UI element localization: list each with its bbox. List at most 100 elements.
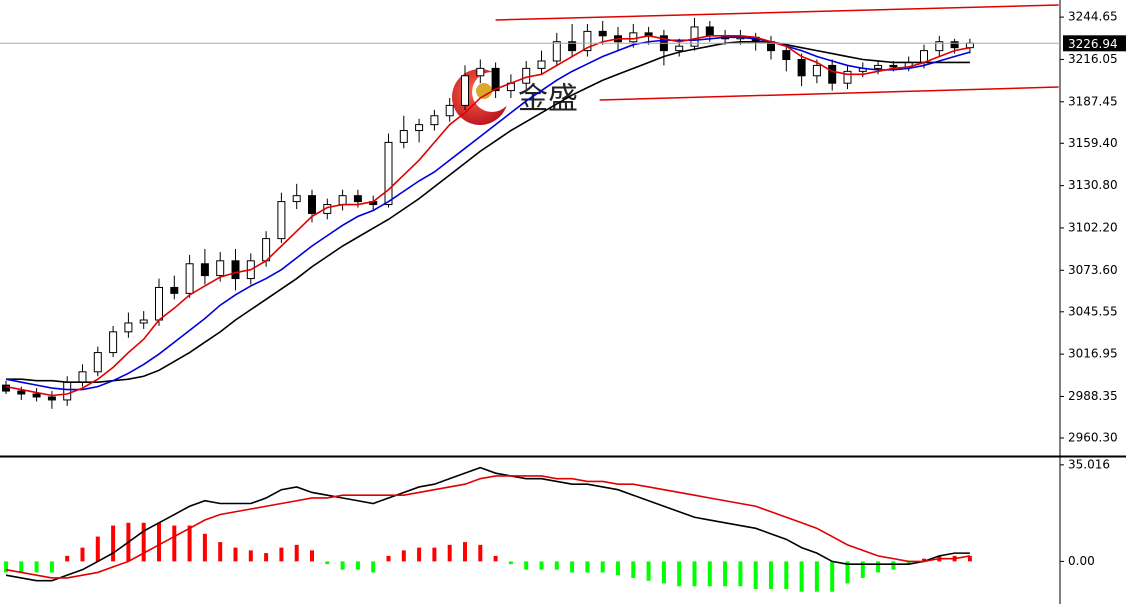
- price-axis: 3244.65 3216.05 3187.45 3159.40 3130.80 3102.…: [1060, 10, 1126, 568]
- candle-body: [552, 41, 561, 62]
- macd-bar: [432, 547, 437, 562]
- macd-bar: [386, 555, 391, 562]
- macd-bar: [891, 561, 896, 570]
- macd-bar: [646, 561, 651, 581]
- candle-body: [935, 41, 944, 52]
- macd-bar: [340, 561, 345, 570]
- macd-bar: [539, 561, 544, 570]
- candle-body: [445, 104, 454, 117]
- candle-body: [353, 195, 362, 203]
- macd-bar: [616, 561, 620, 576]
- macd-bar: [661, 561, 666, 584]
- macd-line: [5, 475, 971, 579]
- macd-bar: [554, 561, 559, 570]
- macd-bar: [478, 544, 483, 562]
- y-tick-label: 3216.05: [1068, 52, 1118, 66]
- macd-bar: [202, 533, 207, 562]
- candle-body: [231, 260, 240, 280]
- macd-bar: [401, 550, 406, 562]
- macd-bar: [218, 542, 223, 562]
- candle-body: [17, 390, 26, 395]
- macd-bar: [233, 547, 238, 562]
- candle-body: [797, 59, 806, 77]
- macd-bar: [707, 561, 712, 587]
- candle-body: [2, 384, 10, 392]
- candle-body: [812, 64, 821, 77]
- macd-bar: [294, 544, 299, 562]
- candle-body: [200, 263, 209, 277]
- macd-bar: [723, 561, 728, 587]
- macd-bar: [4, 561, 8, 573]
- macd-bar: [860, 561, 865, 578]
- y-tick-label: 35.016: [1068, 457, 1110, 471]
- macd-bar: [279, 547, 284, 562]
- macd-bar: [95, 536, 100, 562]
- candle-body: [415, 124, 424, 132]
- candle-body: [277, 201, 286, 240]
- y-tick-label: 3187.45: [1068, 94, 1118, 108]
- macd-bar: [508, 561, 513, 565]
- macd-bar: [677, 561, 682, 587]
- macd-bar: [19, 561, 24, 573]
- candle-body: [461, 75, 469, 106]
- candle-body: [537, 60, 546, 69]
- candle-body: [705, 26, 714, 37]
- macd-bar: [310, 550, 314, 562]
- candle-body: [292, 195, 301, 203]
- y-tick-label: 2960.30: [1068, 430, 1118, 444]
- macd-bar: [524, 561, 529, 570]
- macd-bar: [493, 555, 498, 562]
- candle-body: [690, 26, 699, 47]
- macd-bar: [967, 555, 972, 562]
- macd-bar: [585, 561, 590, 573]
- macd-bar: [248, 550, 253, 562]
- macd-bar: [753, 561, 758, 589]
- moving-average-line: [5, 36, 971, 391]
- macd-bar: [784, 561, 789, 589]
- candle-body: [63, 381, 72, 401]
- candle-body: [185, 263, 194, 294]
- y-tick-label: 3016.95: [1068, 347, 1118, 361]
- candle-body: [950, 41, 959, 49]
- candle-body: [155, 286, 163, 321]
- last-price-label: 3226.94: [1068, 37, 1118, 51]
- macd-bar: [141, 522, 146, 562]
- macd-bar: [799, 561, 804, 592]
- macd-bar: [111, 525, 116, 562]
- candle-body: [828, 64, 837, 84]
- macd-bar: [692, 561, 697, 587]
- macd-bar: [80, 547, 85, 562]
- candle-body: [47, 396, 56, 401]
- macd-bar: [570, 561, 575, 573]
- macd-bar: [876, 561, 881, 573]
- channel-line: [495, 4, 1059, 21]
- candle-body: [491, 67, 500, 92]
- candle-body: [568, 41, 577, 52]
- macd-bar: [600, 561, 605, 573]
- candle-body: [338, 195, 347, 206]
- macd-bar: [814, 561, 819, 592]
- macd-bar: [187, 525, 192, 562]
- candle-body: [843, 70, 852, 84]
- macd-bar: [371, 561, 376, 573]
- y-tick-label: 0.00: [1068, 554, 1095, 568]
- candle-body: [476, 67, 485, 77]
- candle-body: [583, 30, 592, 52]
- macd-bar: [845, 561, 850, 584]
- macd-bar: [417, 547, 422, 562]
- y-tick-label: 3130.80: [1068, 178, 1118, 192]
- candle-body: [93, 352, 102, 373]
- candle-body: [965, 42, 974, 49]
- macd-bar: [631, 561, 636, 578]
- candle-body: [629, 32, 638, 43]
- y-tick-label: 3045.55: [1068, 304, 1118, 318]
- main-plot: [0, 4, 1060, 409]
- candle-body: [384, 141, 393, 206]
- candle-body: [598, 30, 607, 37]
- candle-body: [170, 286, 179, 294]
- macd-bar: [49, 561, 54, 573]
- candle-body: [399, 130, 408, 143]
- moving-average-line: [5, 35, 971, 397]
